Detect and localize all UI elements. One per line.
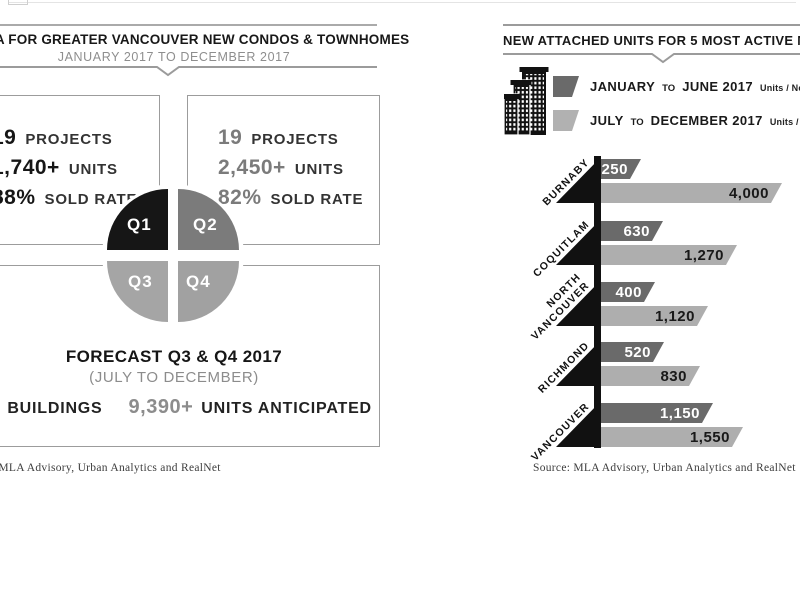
q2-projects-line: 19 PROJECTS bbox=[218, 126, 339, 150]
burnaby-bar-h2: 4,000 bbox=[601, 183, 782, 203]
q2-label: Q2 bbox=[193, 215, 218, 234]
right-page-title: NEW ATTACHED UNITS FOR 5 MOST ACTIVE MAR… bbox=[503, 33, 800, 48]
q2-projects-label: PROJECTS bbox=[251, 131, 339, 148]
left-title-notch-rule bbox=[0, 66, 377, 77]
legend2-month-to: DECEMBER 2017 bbox=[650, 113, 763, 128]
top-left-cropped-box bbox=[8, 0, 28, 5]
left-title-top-rule bbox=[0, 24, 377, 26]
q4-label: Q4 bbox=[186, 272, 211, 291]
vancouver-bar-h2: 1,550 bbox=[601, 427, 743, 447]
vancouver-label-line: VANCOUVER bbox=[528, 400, 592, 464]
richmond-bar-h2: 830 bbox=[601, 366, 700, 386]
q1-label: Q1 bbox=[127, 215, 152, 234]
q1-units-value: 1,740+ bbox=[0, 156, 60, 179]
q2-units-value: 2,450+ bbox=[218, 156, 286, 179]
left-source-text: Source: MLA Advisory, Urban Analytics an… bbox=[0, 462, 221, 474]
vancouver-h2-value: 1,550 bbox=[689, 428, 730, 446]
north-vancouver-bar-h1: 400 bbox=[601, 282, 655, 302]
q2-projects-value: 19 bbox=[218, 126, 243, 149]
richmond-h2-value: 830 bbox=[660, 367, 687, 385]
forecast-buildings-label: BUILDINGS bbox=[7, 400, 103, 417]
q1-soldrate-label: SOLD RATE bbox=[44, 191, 138, 208]
q1-projects-line: 19 PROJECTS bbox=[0, 126, 113, 150]
burnaby-h1-value: 250 bbox=[601, 160, 628, 178]
q1-soldrate-value: 88% bbox=[0, 186, 36, 209]
q2-soldrate-label: SOLD RATE bbox=[270, 191, 364, 208]
legend-swatch-jan-june bbox=[553, 76, 579, 97]
burnaby-h2-value: 4,000 bbox=[728, 184, 769, 202]
vancouver-label: VANCOUVER bbox=[477, 401, 592, 516]
q1-projects-label: PROJECTS bbox=[25, 131, 113, 148]
coquitlam-bar-h2: 1,270 bbox=[601, 245, 737, 265]
richmond-h1-value: 520 bbox=[624, 343, 651, 361]
legend1-suffix: Units / New bbox=[760, 83, 800, 93]
legend-swatch-july-dec bbox=[553, 110, 579, 131]
legend-row-july-dec: JULY TO DECEMBER 2017 Units / New bbox=[590, 113, 800, 128]
coquitlam-bar-h1: 630 bbox=[601, 221, 663, 241]
q2-soldrate-line: 82% SOLD RATE bbox=[218, 186, 363, 210]
right-title-notch-rule bbox=[503, 53, 800, 64]
coquitlam-h2-value: 1,270 bbox=[683, 246, 724, 264]
legend1-month-from: JANUARY bbox=[590, 79, 656, 94]
north-vancouver-h2-value: 1,120 bbox=[654, 307, 695, 325]
building-icon bbox=[504, 67, 549, 135]
coquitlam-h1-value: 630 bbox=[623, 222, 650, 240]
forecast-stats-row: 73 BUILDINGS 9,390+ UNITS ANTICIPATED bbox=[0, 396, 378, 419]
left-page-subtitle: JANUARY 2017 TO DECEMBER 2017 bbox=[57, 50, 291, 64]
q2-soldrate-value: 82% bbox=[218, 186, 262, 209]
legend2-month-from: JULY bbox=[590, 113, 624, 128]
q3-label: Q3 bbox=[128, 272, 153, 291]
q1-units-line: 1,740+ UNITS bbox=[0, 156, 118, 180]
q2-units-line: 2,450+ UNITS bbox=[218, 156, 344, 180]
forecast-subtitle: (JULY TO DECEMBER) bbox=[89, 369, 259, 386]
north-vancouver-h1-value: 400 bbox=[615, 283, 642, 301]
richmond-bar-h1: 520 bbox=[601, 342, 664, 362]
legend1-to: TO bbox=[662, 83, 676, 94]
vancouver-h1-value: 1,150 bbox=[659, 404, 700, 422]
burnaby-bar-h1: 250 bbox=[601, 159, 641, 179]
q1-projects-value: 19 bbox=[0, 126, 17, 149]
north-vancouver-bar-h2: 1,120 bbox=[601, 306, 708, 326]
right-title-top-rule bbox=[503, 24, 800, 26]
vancouver-bar-h1: 1,150 bbox=[601, 403, 713, 423]
forecast-title: FORECAST Q3 & Q4 2017 bbox=[65, 347, 283, 366]
legend-row-jan-june: JANUARY TO JUNE 2017 Units / New bbox=[590, 79, 800, 94]
legend2-to: TO bbox=[630, 117, 644, 128]
legend2-suffix: Units / New bbox=[769, 117, 800, 127]
forecast-units-value: 9,390+ bbox=[128, 396, 194, 418]
left-page-title: MLA FOR GREATER VANCOUVER NEW CONDOS & T… bbox=[0, 32, 410, 47]
q1-soldrate-line: 88% SOLD RATE bbox=[0, 186, 137, 210]
legend1-month-to: JUNE 2017 bbox=[682, 79, 754, 94]
q2-units-label: UNITS bbox=[294, 161, 344, 178]
quarter-pie-halo bbox=[102, 184, 244, 326]
q1-units-label: UNITS bbox=[68, 161, 118, 178]
right-source-text: Source: MLA Advisory, Urban Analytics an… bbox=[533, 462, 796, 474]
top-faint-divider bbox=[8, 2, 796, 3]
forecast-units-label: UNITS ANTICIPATED bbox=[201, 400, 372, 417]
